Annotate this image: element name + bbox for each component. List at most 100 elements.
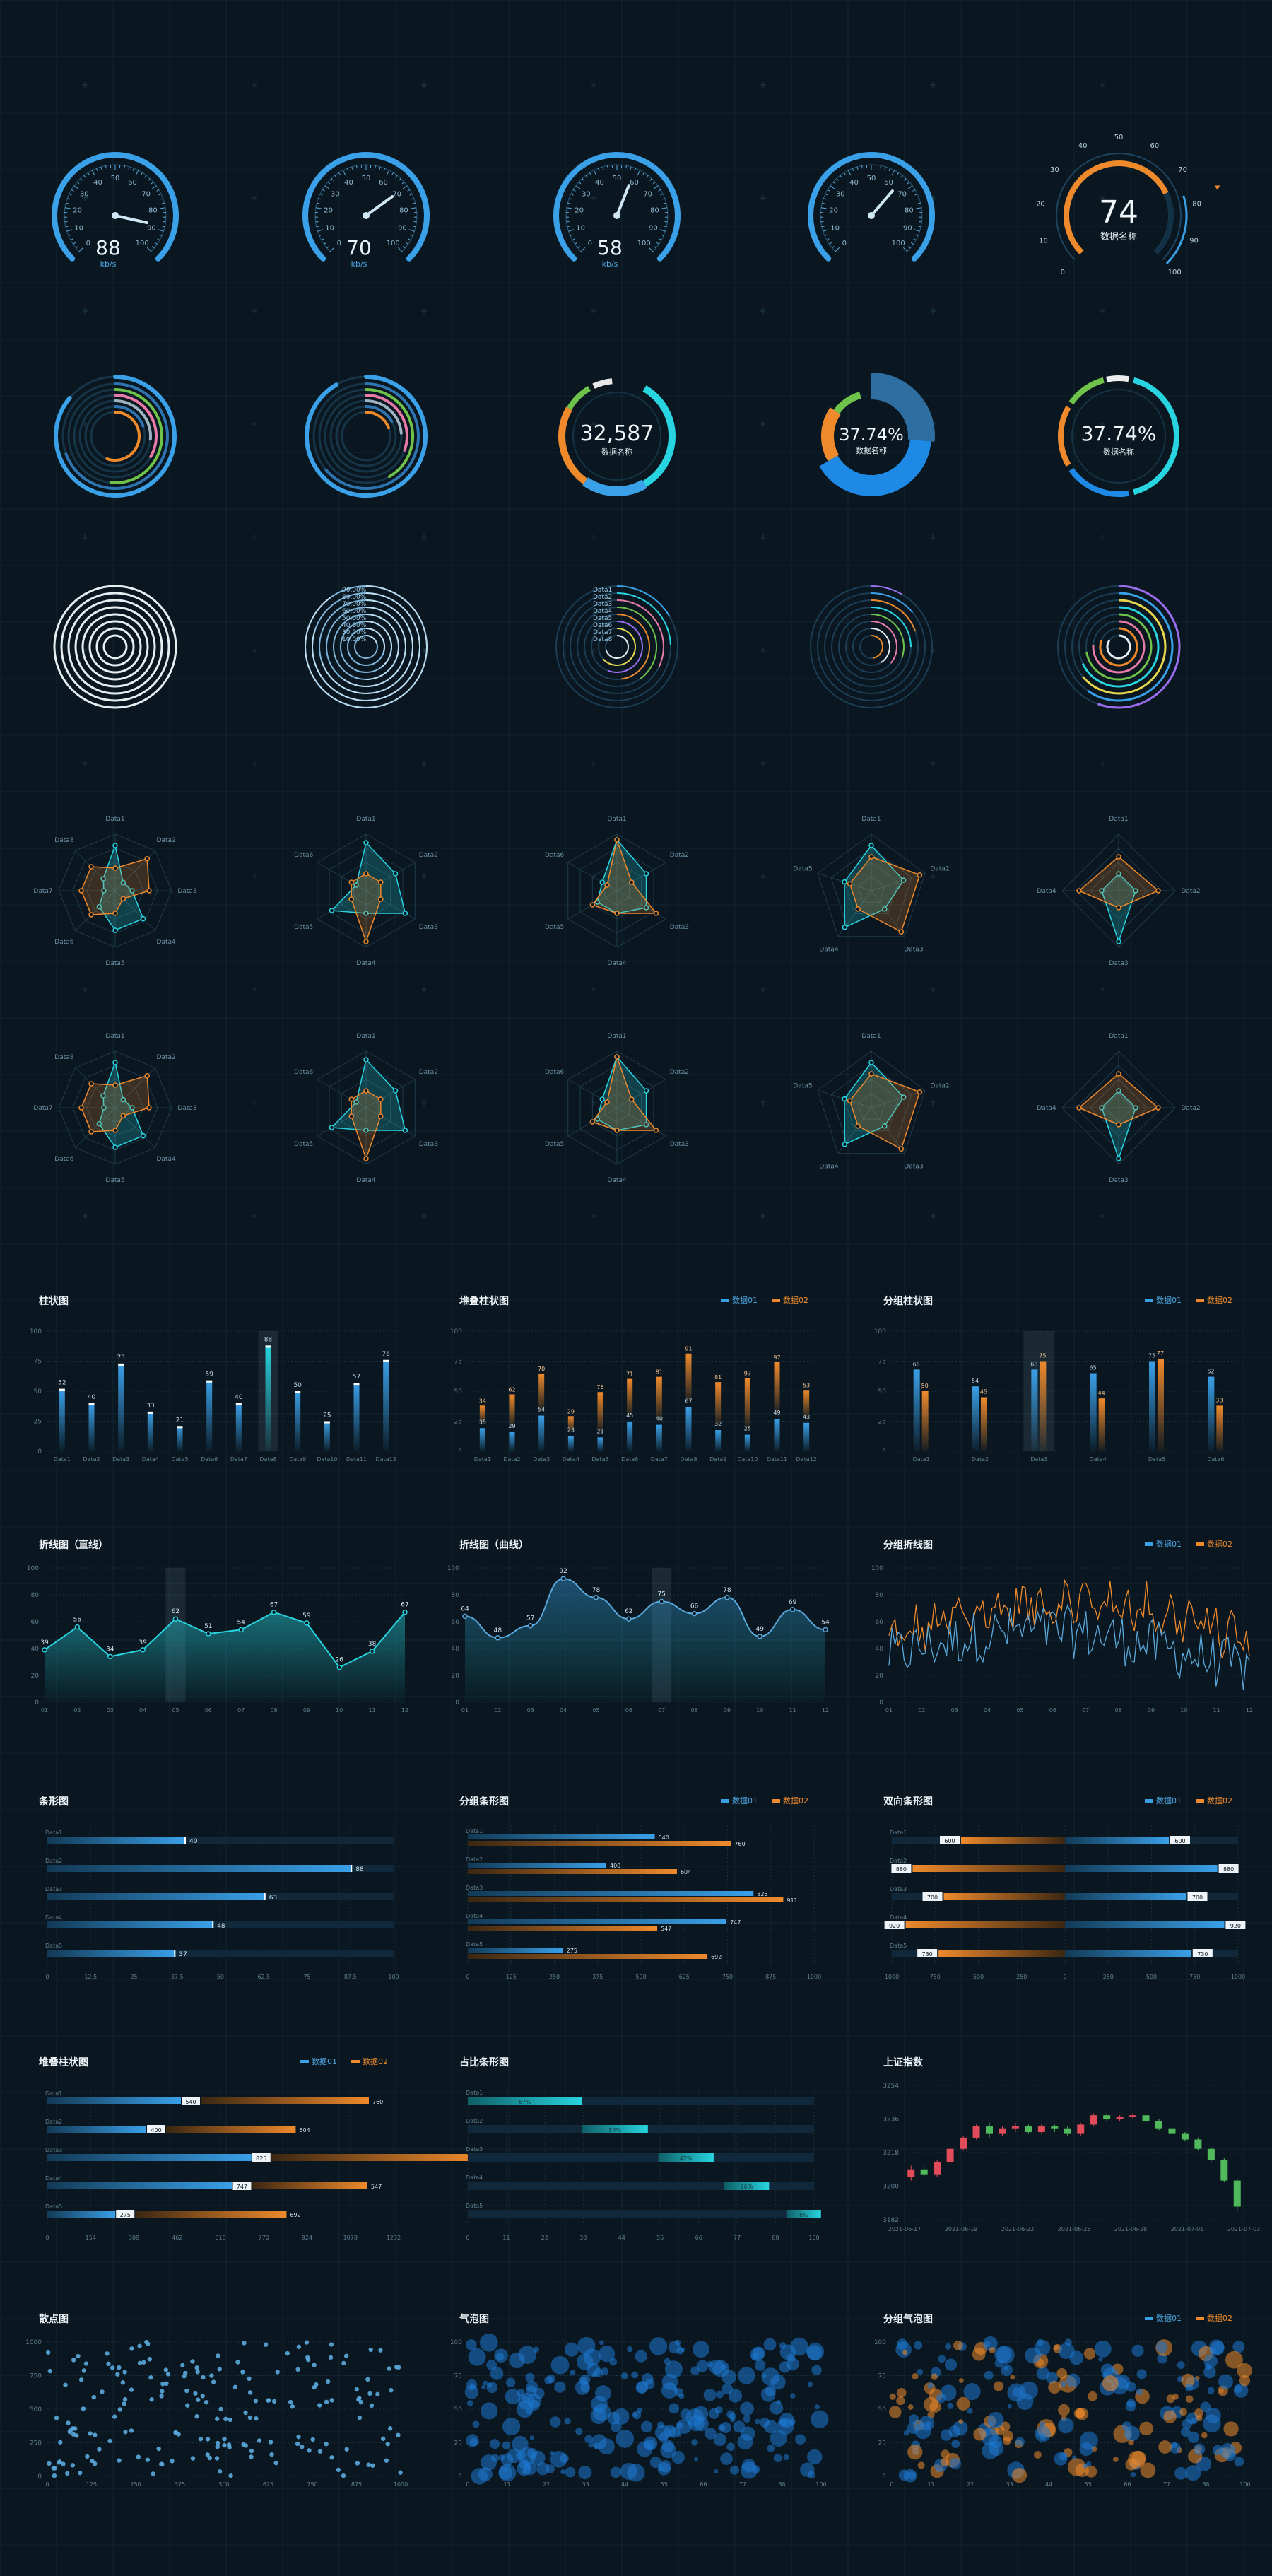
bubble: [1054, 2452, 1068, 2466]
bar-value-label: 81: [656, 1369, 663, 1376]
bar-segment: [627, 1421, 633, 1451]
bar-value-label: 8%: [799, 2212, 808, 2218]
x-tick-label: 0: [466, 2481, 469, 2488]
gauge-tick: [64, 221, 68, 223]
bar-chart: 025507510052Data140Data273Data333Data421…: [30, 1328, 401, 1463]
gauge-tick-label: 50: [362, 175, 371, 182]
bubble: [914, 2341, 923, 2350]
bubble: [1131, 2344, 1144, 2357]
bar-cap: [88, 1403, 95, 1405]
x-tick-label: 0: [890, 2481, 893, 2488]
stacked-bar-chart: 02550751003534Data12962Data25470Data3232…: [450, 1328, 821, 1463]
concentric-rings-1: [53, 585, 177, 709]
gauge-tick: [820, 207, 827, 209]
x-tick-label: Data2: [972, 1456, 989, 1463]
chart-title: 分组折线图: [883, 1539, 933, 1551]
x-tick-label: 75: [303, 1974, 310, 1980]
scatter-point: [329, 2342, 334, 2347]
candle-body: [1116, 2117, 1124, 2119]
y-tick-label: 60: [876, 1619, 884, 1626]
legend-label: 数据02: [783, 1796, 808, 1805]
y-tick-label: 50: [878, 2406, 887, 2413]
bar: [468, 1869, 677, 1874]
scatter-point: [201, 2375, 206, 2380]
x-tick-label: 625: [679, 1974, 690, 1980]
legend-swatch: [1196, 1299, 1204, 1302]
bubble: [959, 2378, 964, 2383]
value-badge: [252, 2153, 271, 2162]
line-point: [336, 1664, 343, 1670]
legend-swatch: [300, 2060, 309, 2063]
radar-axis-label: Data6: [54, 1156, 73, 1163]
bubble: [726, 2410, 735, 2419]
gauge-pointer: [1214, 185, 1220, 190]
radar-point: [329, 908, 335, 913]
grid-cross: [760, 648, 766, 653]
radar-point: [101, 888, 107, 894]
bubble: [669, 2427, 680, 2438]
x-tick-label: 2021-06-17: [888, 2226, 921, 2232]
scatter-point: [222, 2437, 227, 2442]
scatter-point: [193, 2391, 198, 2396]
y-tick-label: 75: [454, 2373, 462, 2380]
bubble: [972, 2347, 986, 2361]
line-point: [238, 1627, 244, 1633]
x-tick-label: 10: [1180, 1707, 1187, 1714]
radar-point: [363, 939, 369, 944]
bubble: [478, 2467, 493, 2481]
gauge-tick: [578, 182, 582, 185]
scatter-point: [148, 2375, 153, 2380]
bar-segment: [47, 2182, 232, 2189]
radar-axis-label: Data1: [861, 1033, 881, 1040]
grid-cross: [82, 534, 88, 540]
point-value-label: 54: [237, 1619, 245, 1626]
bubble: [790, 2337, 808, 2356]
y-tick-label: 80: [452, 1592, 460, 1599]
gauge-tick: [915, 234, 919, 237]
bubble: [498, 2464, 517, 2482]
gauge-tick: [105, 165, 107, 169]
bar-value-label: 400: [610, 1863, 620, 1869]
grid-cross: [930, 761, 936, 766]
x-tick-label: 05: [1016, 1707, 1023, 1714]
grid-cross: [760, 874, 766, 879]
bubble: [505, 2389, 521, 2405]
scatter-point: [367, 2391, 372, 2396]
bar-value-label: 97: [773, 1354, 780, 1361]
value-badge: [922, 1892, 943, 1901]
gauge-tick: [412, 202, 416, 204]
chart-title: 条形图: [38, 1796, 69, 1808]
grid-cross: [591, 308, 596, 314]
bar: [468, 1954, 708, 1959]
gauge-tick: [66, 202, 69, 204]
x-tick-label: Data8: [680, 1456, 697, 1463]
bubble: [1048, 2381, 1061, 2394]
bar: [1098, 1398, 1105, 1451]
bubble: [1136, 2369, 1147, 2379]
y-tick-label: Data1: [466, 2090, 483, 2096]
scatter-point: [387, 2426, 393, 2431]
point-value-label: 26: [336, 1657, 344, 1664]
gauge-tick: [575, 242, 578, 245]
gauge-tick: [659, 238, 662, 241]
grid-cross: [760, 195, 766, 201]
gauge-tick-label: 0: [588, 240, 592, 247]
x-tick-label: Data4: [1090, 1456, 1107, 1463]
bubble: [1100, 2363, 1114, 2377]
bubble: [525, 2372, 535, 2382]
donut-segment: [1068, 467, 1129, 497]
x-tick-label: 1000: [1231, 1974, 1245, 1980]
y-tick-label: Data4: [466, 1913, 483, 1919]
y-tick-label: 25: [878, 1419, 886, 1426]
chart-legend: 数据01 数据02: [721, 1796, 808, 1805]
candle-body: [934, 2162, 941, 2175]
bar-value-label: 275: [120, 2212, 131, 2218]
candle-body: [1142, 2115, 1150, 2121]
bar-value-label: 33: [146, 1403, 154, 1410]
x-tick-label: 0: [45, 1974, 49, 1980]
grid-cross: [252, 761, 257, 766]
x-tick-label: Data1: [913, 1456, 930, 1463]
donut-segment: [1106, 375, 1129, 382]
